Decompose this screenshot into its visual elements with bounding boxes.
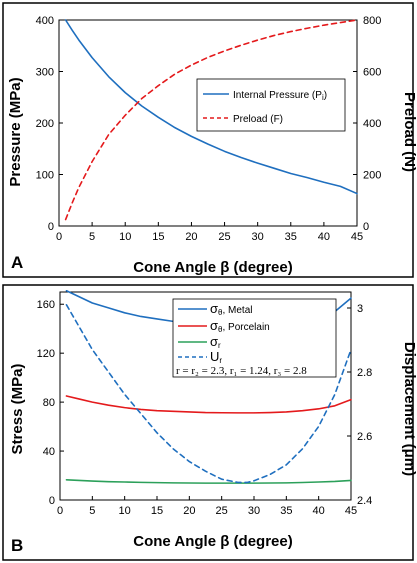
legend-b: σθ, Metal σθ, Porcelain σr Ur r = r₂ = 2…: [172, 298, 337, 378]
legend-label-u-r: Ur: [210, 349, 222, 365]
x-tick-label: 10: [119, 231, 131, 243]
x-tick-label: 0: [56, 231, 62, 243]
y-right-tick-label: 600: [363, 67, 381, 79]
y-right-tick-label: 2.8: [357, 367, 372, 379]
legend-label-sigma-theta-porcelain: σθ, Porcelain: [210, 318, 270, 334]
plot-frame-b: [59, 291, 352, 501]
x-tick-label: 10: [119, 505, 131, 517]
x-tick-label: 20: [185, 231, 197, 243]
y-left-tick-label: 80: [43, 397, 55, 409]
x-tick-label: 45: [345, 505, 357, 517]
legend-a: Internal Pressure (Pi) Preload (F): [196, 78, 346, 132]
series-line-b-1: [65, 395, 352, 414]
y-right-tick-label: 400: [363, 118, 381, 130]
y-left-tick-label: 0: [49, 495, 55, 507]
x-tick-label: 25: [218, 231, 230, 243]
x-tick-label: 35: [280, 505, 292, 517]
y-axis-right-title-b: Displacement (μm): [401, 342, 417, 476]
y-right-tick-label: 2.4: [357, 495, 372, 507]
x-tick-label: 35: [285, 231, 297, 243]
axis-ticks-a: 0 5 10 15 20 25 30 35 40 450100200300400020040060…: [36, 15, 382, 243]
y-left-tick-label: 0: [48, 221, 54, 233]
y-axis-left-title-b: Stress (MPa): [9, 364, 26, 455]
x-tick-label: 45: [351, 231, 363, 243]
y-left-tick-label: 160: [37, 299, 55, 311]
legend-label-sigma-theta-metal: σθ, Metal: [210, 301, 253, 317]
x-tick-label: 30: [252, 231, 264, 243]
legend-label-sigma-r: σr: [210, 334, 221, 350]
y-left-tick-label: 40: [43, 446, 55, 458]
y-axis-right-title-a: Preload (N): [401, 92, 417, 172]
y-right-tick-label: 2.6: [357, 431, 372, 443]
y-axis-left-title-a: Pressure (MPa): [7, 77, 24, 186]
panel-label-a: A: [11, 253, 23, 272]
series-line-a-1: [64, 19, 358, 221]
panel-a: A Cone Angle β (degree) Pressure (MPa) P…: [2, 2, 417, 278]
x-tick-label: 5: [89, 505, 95, 517]
y-left-tick-label: 400: [36, 15, 54, 27]
x-tick-label: 5: [89, 231, 95, 243]
x-tick-label: 40: [313, 505, 325, 517]
y-right-tick-label: 200: [363, 170, 381, 182]
x-tick-label: 0: [57, 505, 63, 517]
series-line-a-0: [64, 19, 358, 195]
legend-box-a: [196, 78, 346, 132]
x-axis-title-b: Cone Angle β (degree): [133, 533, 292, 550]
panel-b: B Cone Angle β (degree) Stress (MPa) Dis…: [2, 284, 417, 561]
y-left-tick-label: 120: [37, 348, 55, 360]
x-axis-title-a: Cone Angle β (degree): [133, 259, 292, 276]
legend-label-internal-pressure: Internal Pressure (Pi): [233, 90, 327, 102]
y-left-tick-label: 100: [36, 170, 54, 182]
legend-box-b: [172, 298, 337, 378]
x-tick-label: 20: [183, 505, 195, 517]
series-line-b-2: [65, 479, 352, 484]
x-tick-label: 40: [318, 231, 330, 243]
y-right-tick-label: 800: [363, 15, 381, 27]
legend-label-preload: Preload (F): [233, 114, 283, 125]
x-tick-label: 15: [152, 231, 164, 243]
y-right-tick-label: 3: [357, 303, 363, 315]
series-layer-a: [64, 19, 358, 221]
y-left-tick-label: 200: [36, 118, 54, 130]
panel-label-b: B: [11, 536, 23, 555]
x-tick-label: 25: [216, 505, 228, 517]
x-tick-label: 30: [248, 505, 260, 517]
legend-note-radii: r = r₂ = 2.3, r₁ = 1.24, r₃ = 2.8: [176, 365, 307, 377]
axis-ticks-b: 0 5 10 15 20 25 30 35 40 45 0 40 80 120 160 2.4 2.6 2.8 3: [37, 299, 373, 517]
y-left-tick-label: 300: [36, 67, 54, 79]
x-tick-label: 15: [151, 505, 163, 517]
series-line-b-3: [65, 303, 352, 484]
y-right-tick-label: 0: [363, 221, 369, 233]
